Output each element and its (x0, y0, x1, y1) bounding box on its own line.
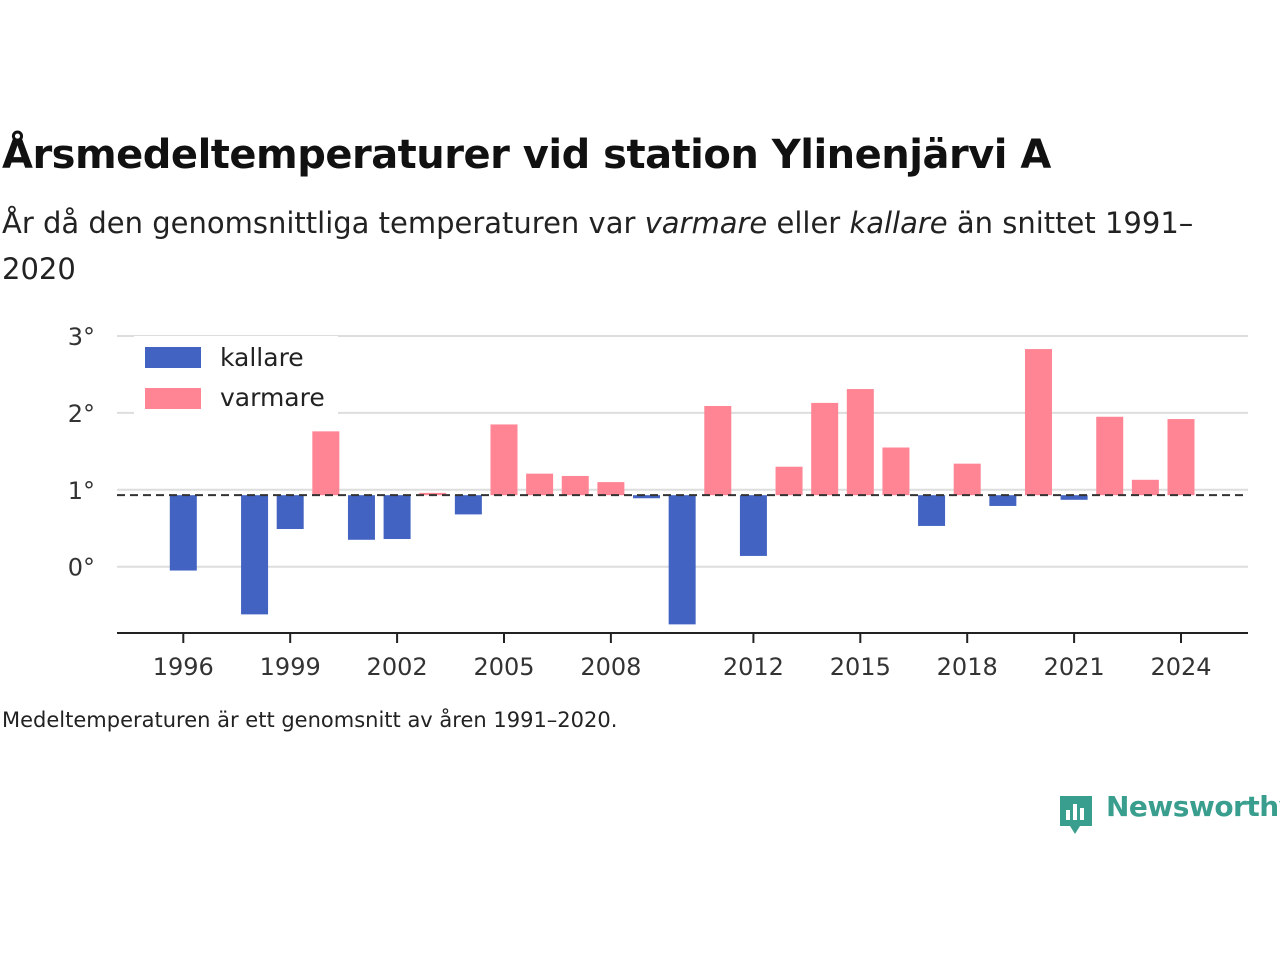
bar-2020 (1024, 349, 1052, 496)
bar-2014 (811, 402, 839, 496)
bar-2006 (526, 473, 554, 496)
bar-2008 (597, 482, 625, 496)
bar-2015 (846, 389, 874, 496)
legend-swatch-varmare (145, 388, 201, 409)
brand-logo[interactable]: Newsworthy (1058, 788, 1280, 838)
bar-2021 (1060, 495, 1088, 500)
bar-2016 (882, 447, 910, 496)
bar-2005 (490, 424, 518, 496)
newsworthy-logo-icon (1060, 796, 1092, 834)
bar-2022 (1096, 416, 1124, 496)
subtitle-part-3: än snittet 1991–2020 (2, 206, 1194, 286)
bar-1998 (241, 495, 269, 615)
x-tick-label: 2015 (830, 653, 891, 681)
bar-2018 (953, 463, 981, 496)
bar-2000 (312, 431, 340, 496)
x-tick-label: 2005 (473, 653, 534, 681)
subtitle-warm-word: varmare (644, 206, 768, 240)
bar-2019 (989, 495, 1017, 506)
y-axis-tick-labels: 0° 1° 2° 3° (68, 323, 95, 582)
x-axis-ticks: 1996 1999 2002 2005 2008 2012 2015 2018 2021 2024 (153, 633, 1212, 681)
bar-2024 (1167, 419, 1195, 496)
x-tick-label: 2008 (580, 653, 641, 681)
bar-2011 (704, 405, 732, 496)
brand-name: Newsworthy (1106, 790, 1280, 823)
x-tick-label: 1999 (260, 653, 321, 681)
subtitle-part-2: eller (767, 206, 850, 240)
bar-2002 (383, 495, 411, 540)
bar-2013 (775, 466, 803, 496)
bar-2001 (347, 495, 375, 540)
bars (169, 349, 1195, 625)
bar-2007 (561, 475, 589, 496)
x-tick-label: 1996 (153, 653, 214, 681)
x-tick-label: 2021 (1044, 653, 1105, 681)
bar-2010 (668, 495, 696, 625)
bar-1999 (276, 495, 304, 530)
legend-label-kallare: kallare (220, 343, 304, 372)
bar-2023 (1131, 479, 1159, 496)
chart-title: Årsmedeltemperaturer vid station Ylinenj… (2, 132, 1051, 178)
bar-2012 (739, 495, 767, 556)
legend: kallare varmare (134, 336, 338, 418)
y-tick-label: 0° (68, 554, 95, 582)
y-tick-label: 2° (68, 400, 95, 428)
x-tick-label: 2002 (367, 653, 428, 681)
y-tick-label: 1° (68, 477, 95, 505)
bar-2017 (918, 495, 946, 526)
legend-label-varmare: varmare (220, 383, 325, 412)
legend-swatch-kallare (145, 347, 201, 368)
y-tick-label: 3° (68, 323, 95, 351)
x-tick-label: 2024 (1150, 653, 1211, 681)
x-tick-label: 2012 (723, 653, 784, 681)
bar-2004 (454, 495, 482, 515)
bar-2003 (419, 492, 447, 496)
temperature-bar-chart: 0° 1° 2° 3° 1996 1999 2002 2005 2008 2012 2015 201… (68, 323, 1248, 681)
bar-2009 (633, 495, 661, 499)
x-tick-label: 2018 (937, 653, 998, 681)
chart-subtitle: År då den genomsnittliga temperaturen va… (2, 200, 1232, 292)
bar-1996 (169, 495, 197, 571)
footnote: Medeltemperaturen är ett genomsnitt av å… (2, 708, 618, 732)
subtitle-cold-word: kallare (849, 206, 948, 240)
subtitle-part-1: År då den genomsnittliga temperaturen va… (2, 206, 645, 240)
